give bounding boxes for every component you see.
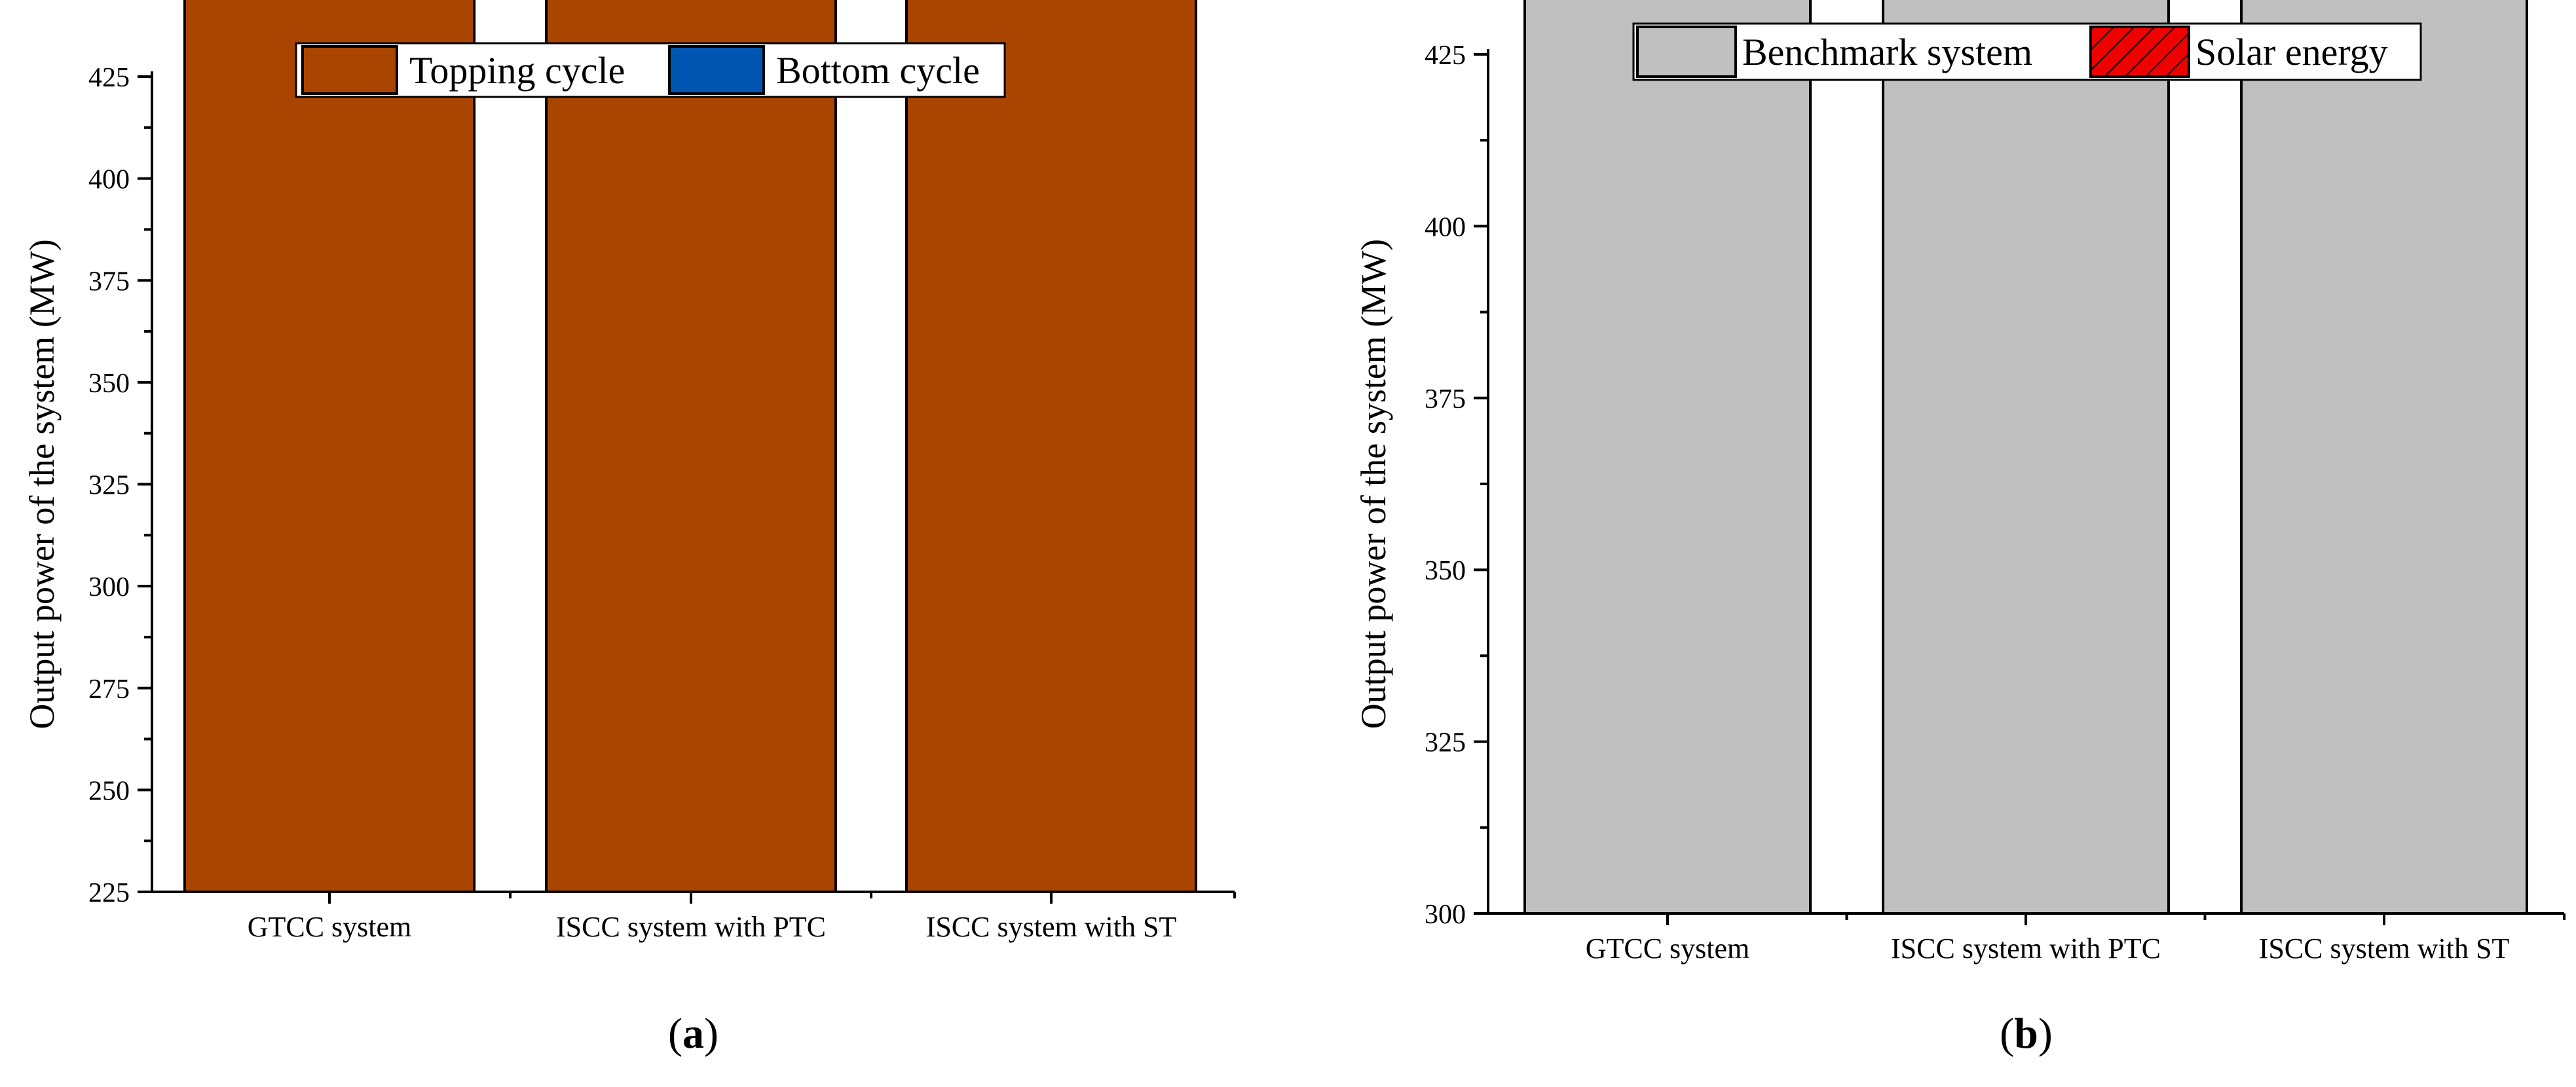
y-axis-title: Output power of the system (MW) [22, 239, 62, 729]
chart-panel-a: 225 250 275 300 325 350 375 400 425 GTCC system IS… [22, 0, 1236, 1058]
y-tick-label: 300 [1425, 900, 1466, 930]
y-tick-label: 275 [88, 674, 130, 705]
y-tick-label: 375 [88, 267, 130, 297]
y-tick-label: 350 [1425, 556, 1466, 586]
y-tick-label: 225 [88, 878, 130, 908]
y-tick-label: 325 [88, 471, 130, 501]
y-tick-label: 400 [88, 165, 130, 195]
bar-benchmark-system-3 [2240, 0, 2528, 915]
y-tick-label: 350 [88, 369, 130, 399]
bar-benchmark-system-1 [1523, 0, 1812, 915]
y-tick-label: 425 [88, 63, 130, 93]
panel-label: (b) [2000, 1010, 2053, 1058]
bar-topping-cycle-1 [183, 0, 476, 894]
y-axis-title: Output power of the system (MW) [1354, 239, 1393, 729]
legend-label: Bottom cycle [776, 49, 980, 92]
y-tick-label: 300 [88, 572, 130, 602]
category-label: ISCC system with ST [926, 911, 1177, 943]
category-label: ISCC system with ST [2259, 932, 2510, 965]
y-tick-label: 250 [88, 776, 130, 806]
panel-label: (a) [668, 1010, 719, 1058]
category-label: GTCC system [1586, 932, 1750, 965]
legend-label: Topping cycle [409, 49, 625, 92]
chart-panel-b: 300 325 350 375 400 425 GTCC system ISCC system… [1354, 0, 2566, 1058]
y-tick-label: 375 [1425, 384, 1466, 415]
legend-box [1632, 22, 2422, 81]
legend-swatch-benchmark-system [1636, 26, 1737, 78]
category-label: ISCC system with PTC [1891, 932, 2161, 965]
legend-swatch-solar-energy [2089, 26, 2190, 78]
y-tick-label: 325 [1425, 728, 1466, 758]
legend-swatch-bottom-cycle [668, 45, 765, 95]
bar-benchmark-system-2 [1882, 0, 2170, 915]
category-label: GTCC system [248, 911, 412, 943]
bar-topping-cycle-3 [905, 0, 1197, 893]
category-label: ISCC system with PTC [556, 911, 826, 943]
legend-box [295, 42, 1006, 98]
bar-topping-cycle-2 [545, 0, 837, 894]
legend-label: Solar energy [2195, 31, 2388, 73]
legend-label: Benchmark system [1742, 31, 2032, 73]
y-tick-label: 425 [1425, 41, 1466, 71]
y-tick-label: 400 [1425, 212, 1466, 242]
legend-swatch-topping-cycle [301, 45, 398, 95]
